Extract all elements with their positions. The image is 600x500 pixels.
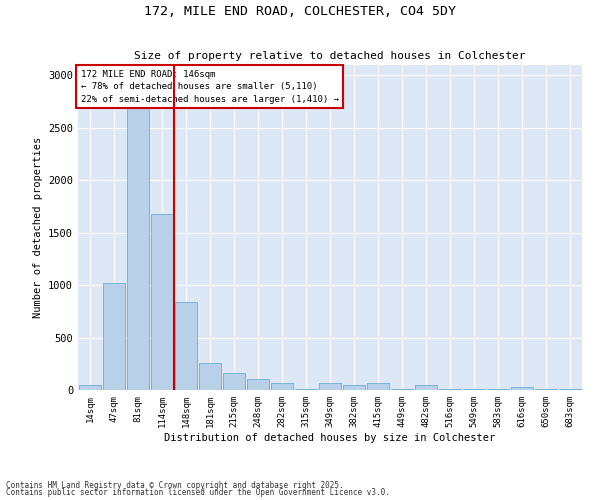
Bar bbox=[463, 389, 485, 390]
Bar bbox=[79, 385, 101, 390]
Title: Size of property relative to detached houses in Colchester: Size of property relative to detached ho… bbox=[134, 52, 526, 62]
Bar bbox=[199, 364, 221, 390]
Bar bbox=[271, 383, 293, 390]
Bar bbox=[223, 373, 245, 390]
Bar bbox=[439, 389, 461, 390]
Bar bbox=[127, 76, 149, 390]
Text: 172, MILE END ROAD, COLCHESTER, CO4 5DY: 172, MILE END ROAD, COLCHESTER, CO4 5DY bbox=[144, 5, 456, 18]
Y-axis label: Number of detached properties: Number of detached properties bbox=[32, 137, 43, 318]
Bar bbox=[487, 389, 509, 390]
Text: Contains HM Land Registry data © Crown copyright and database right 2025.: Contains HM Land Registry data © Crown c… bbox=[6, 480, 344, 490]
X-axis label: Distribution of detached houses by size in Colchester: Distribution of detached houses by size … bbox=[164, 432, 496, 442]
Bar bbox=[247, 379, 269, 390]
Text: Contains public sector information licensed under the Open Government Licence v3: Contains public sector information licen… bbox=[6, 488, 390, 497]
Bar bbox=[295, 389, 317, 390]
Bar bbox=[367, 383, 389, 390]
Bar bbox=[559, 389, 581, 390]
Bar bbox=[319, 382, 341, 390]
Bar bbox=[175, 302, 197, 390]
Bar bbox=[391, 389, 413, 390]
Bar bbox=[343, 384, 365, 390]
Bar bbox=[535, 389, 557, 390]
Text: 172 MILE END ROAD: 146sqm
← 78% of detached houses are smaller (5,110)
22% of se: 172 MILE END ROAD: 146sqm ← 78% of detac… bbox=[80, 70, 338, 104]
Bar bbox=[415, 384, 437, 390]
Bar bbox=[103, 283, 125, 390]
Bar bbox=[511, 386, 533, 390]
Bar bbox=[151, 214, 173, 390]
